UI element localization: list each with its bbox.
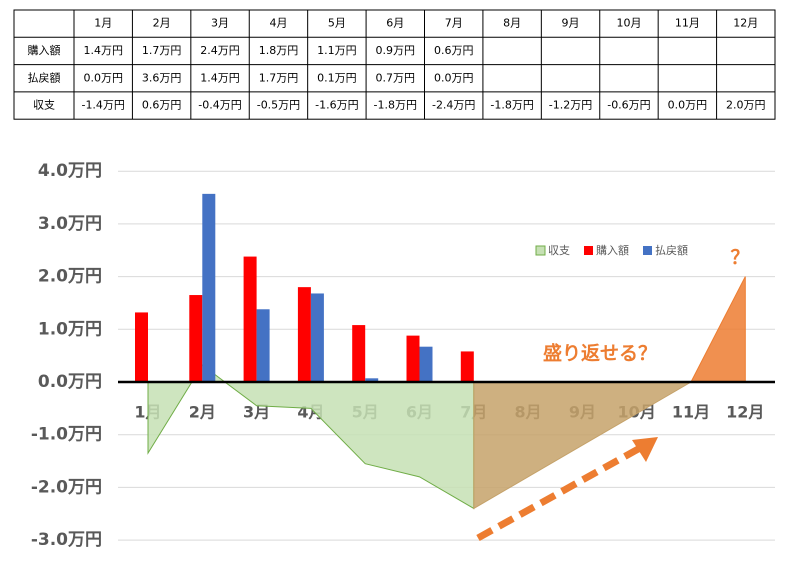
bar: [352, 325, 366, 382]
table-cell: 0.7万円: [376, 71, 416, 84]
bar: [419, 346, 433, 382]
table-cell: 0.0万円: [434, 71, 474, 84]
table-cell: -1.2万円: [549, 99, 592, 112]
table-header: 10月: [616, 17, 641, 30]
table-cell: -1.6万円: [315, 99, 358, 112]
table-cell: -2.4万円: [432, 99, 475, 112]
bar: [365, 378, 379, 382]
row-label: 購入額: [28, 43, 61, 57]
table-cell: 1.7万円: [142, 44, 182, 57]
y-tick-label: -1.0万円: [31, 425, 102, 445]
table-cell: -1.4万円: [81, 99, 124, 112]
legend-label: 購入額: [596, 243, 629, 257]
table-header: 11月: [675, 17, 700, 30]
y-tick-label: 3.0万円: [38, 214, 102, 234]
x-tick-label: 11月: [672, 403, 710, 422]
table-cell: -0.5万円: [257, 99, 300, 112]
legend-label: 払戻額: [655, 243, 688, 257]
annotation: 盛り返せる？: [543, 342, 657, 365]
bar: [310, 293, 324, 382]
bar: [243, 256, 257, 382]
legend-swatch: [584, 246, 593, 255]
bar: [460, 351, 474, 382]
bar: [256, 309, 270, 382]
bar: [406, 335, 420, 382]
table-header: 4月: [269, 17, 287, 30]
table-cell: 1.8万円: [259, 44, 299, 57]
bar: [297, 287, 311, 382]
table-cell: -1.8万円: [374, 99, 417, 112]
table-header: 8月: [503, 17, 521, 30]
row-label: 払戻額: [28, 70, 61, 84]
table-cell: 0.0万円: [668, 99, 708, 112]
table-header: 9月: [562, 17, 580, 30]
annotation: ？: [730, 247, 749, 269]
table-cell: 1.1万円: [317, 44, 357, 57]
table-header: 12月: [733, 17, 758, 30]
table-cell: -1.8万円: [490, 99, 533, 112]
legend-label: 収支: [548, 244, 570, 257]
y-tick-label: -3.0万円: [31, 530, 102, 550]
table-cell: 0.6万円: [142, 99, 182, 112]
table-cell: 2.4万円: [200, 44, 240, 57]
arrow-shaft: [476, 444, 642, 542]
table-header: 1月: [94, 17, 112, 30]
x-tick-label: 2月: [189, 403, 216, 422]
x-tick-label: 12月: [726, 403, 764, 422]
arrow-head: [632, 437, 658, 462]
bar: [189, 295, 203, 382]
y-tick-label: 2.0万円: [38, 267, 102, 287]
table-cell: 1.7万円: [259, 71, 299, 84]
legend-swatch: [535, 245, 546, 256]
row-label: 収支: [33, 99, 55, 112]
legend-swatch: [643, 246, 652, 255]
table-cell: 2.0万円: [726, 99, 766, 112]
bar: [202, 193, 216, 382]
table-cell: 0.9万円: [376, 44, 416, 57]
x-tick-label: 3月: [243, 403, 270, 422]
table-cell: 1.4万円: [200, 71, 240, 84]
table-cell: 0.1万円: [317, 71, 357, 84]
table-header: 7月: [445, 17, 463, 30]
table-cell: 3.6万円: [142, 71, 182, 84]
y-tick-label: 0.0万円: [38, 372, 102, 392]
area: [473, 381, 693, 510]
bar: [135, 312, 148, 382]
table-cell: 1.4万円: [83, 44, 123, 57]
y-tick-label: 4.0万円: [38, 161, 102, 181]
y-tick-label: -2.0万円: [31, 477, 102, 497]
table-header: 5月: [328, 17, 346, 30]
table-header: 3月: [211, 17, 229, 30]
y-tick-label: 1.0万円: [38, 319, 102, 339]
table-cell: 0.6万円: [434, 44, 474, 57]
table-header: 6月: [386, 17, 404, 30]
table-cell: -0.6万円: [607, 99, 650, 112]
table-header: 2月: [153, 17, 171, 30]
table-cell: -0.4万円: [198, 99, 241, 112]
table-cell: 0.0万円: [83, 71, 123, 84]
